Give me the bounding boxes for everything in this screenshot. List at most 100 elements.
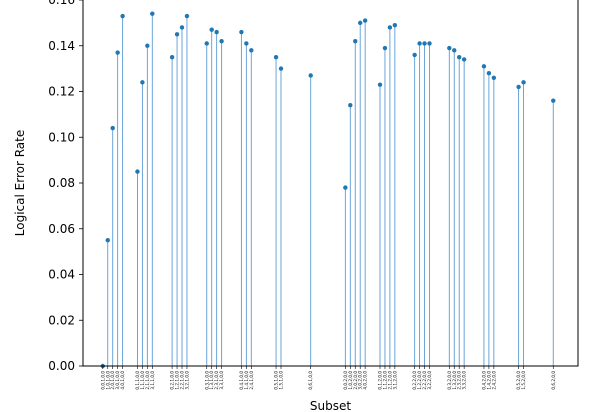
data-point [486,71,492,76]
data-point [120,13,125,19]
data-point [387,25,393,30]
x-tick-label: 1,2,1,0,0 [175,371,180,390]
data-point [145,43,150,48]
x-tick-label: 0,5,1,0,0 [274,371,279,390]
x-tick-label: 1,4,2,0,0 [486,371,491,390]
x-tick-label: 4,0,2,0,0 [363,371,368,390]
data-point [427,41,432,46]
data-point [481,64,487,69]
x-tick-label: 0,2,1,0,0 [170,371,175,390]
data-point [412,52,417,58]
data-point [219,38,224,44]
data-point [179,25,185,30]
x-tick-label: 3,0,1,0,0 [115,371,120,390]
stems-layer [107,13,554,366]
x-tick-label: 2,1,1,0,0 [145,371,150,390]
y-tick-label: 0.04 [48,268,75,282]
x-tick-label: 1,3,2,0,0 [452,371,457,390]
data-point [452,48,457,53]
data-point [447,45,452,51]
x-tick-label: 1,0,2,0,0 [348,371,353,390]
x-tick-label: 1,1,2,0,0 [382,371,387,390]
data-point [150,11,155,16]
x-tick-label: 0,1,2,0,0 [378,371,383,390]
x-tick-label: 1,5,2,0,0 [521,371,526,390]
data-point [457,54,462,60]
x-tick-label: 2,4,1,0,0 [249,371,254,390]
x-tick-label: 0,2,2,0,0 [412,371,417,390]
data-point [353,38,358,44]
x-tick-label: 0,5,2,0,0 [516,371,521,390]
data-point [174,32,180,37]
markers-layer [100,11,556,369]
x-tick-label: 3,2,2,0,0 [427,371,432,390]
data-point [516,84,521,90]
data-point [491,75,497,80]
x-tick-label: 1,4,1,0,0 [244,371,249,390]
data-point [209,27,214,32]
x-tick-label: 1,5,1,0,0 [279,371,284,390]
y-axis-ticks: 0.00 0.02 0.04 0.06 0.08 0.10 0.12 0.14 0.16 [48,0,83,373]
x-tick-label: 3,2,1,0,0 [184,371,189,390]
y-tick-label: 0.16 [48,0,75,7]
x-tick-label: 0,6,1,0,0 [308,371,313,390]
x-tick-label: 0,4,2,0,0 [481,371,486,390]
data-point [362,18,368,23]
data-point [392,22,398,28]
x-tick-label: 1,1,1,0,0 [140,371,145,390]
y-tick-label: 0.06 [48,222,75,236]
data-point [308,73,313,78]
data-point [377,82,383,87]
x-tick-label: 0,3,1,0,0 [204,371,209,390]
x-tick-label: 3,1,2,0,0 [392,371,397,390]
data-point [135,169,140,174]
data-point [382,45,388,51]
data-point [249,48,254,53]
data-point [105,237,110,243]
data-point [278,66,284,71]
data-point [551,98,556,103]
y-tick-label: 0.00 [48,359,75,373]
data-point [140,80,145,85]
y-tick-label: 0.10 [48,130,75,144]
y-tick-label: 0.14 [48,39,75,53]
x-tick-label: 0,3,2,0,0 [447,371,452,390]
x-tick-label: 2,0,1,0,0 [110,371,115,390]
x-tick-label: 3,3,1,0,0 [219,371,224,390]
y-tick-label: 0.08 [48,176,75,190]
x-tick-label: 0,0,1,0,0 [100,371,105,390]
x-tick-label: 0,4,1,0,0 [239,371,244,390]
x-tick-label: 1,2,2,0,0 [417,371,422,390]
x-tick-label: 3,0,2,0,0 [358,371,363,390]
y-tick-label: 0.12 [48,85,75,99]
x-axis-ticks: 0,0,1,0,0 1,0,1,0,0 2,0,1,0,0 3,0,1,0,0 4,0,… [100,366,556,390]
x-tick-label: 4,0,1,0,0 [120,371,125,390]
x-tick-label: 0,0,2,0,0 [343,371,348,390]
data-point [239,29,244,35]
data-point [184,13,190,19]
data-point [461,57,467,62]
data-point [214,29,219,35]
data-point [521,80,526,85]
data-point [110,125,115,131]
data-point [358,20,363,26]
data-point [348,103,353,108]
y-axis-label: Logical Error Rate [13,130,27,236]
x-tick-label: 1,3,1,0,0 [209,371,214,390]
x-tick-label: 0,6,2,0,0 [551,371,556,390]
x-tick-label: 0,1,1,0,0 [135,371,140,390]
x-tick-label: 1,0,1,0,0 [105,371,110,390]
x-tick-label: 2,2,1,0,0 [180,371,185,390]
x-tick-label: 2,1,2,0,0 [387,371,392,390]
data-point [417,41,422,46]
x-tick-label: 3,1,1,0,0 [150,371,155,390]
x-tick-label: 2,3,1,0,0 [214,371,219,390]
x-tick-label: 2,3,2,0,0 [457,371,462,390]
data-point [169,54,175,60]
data-point [204,41,209,46]
data-point [422,41,427,46]
data-point [244,41,249,46]
data-point [115,50,120,55]
